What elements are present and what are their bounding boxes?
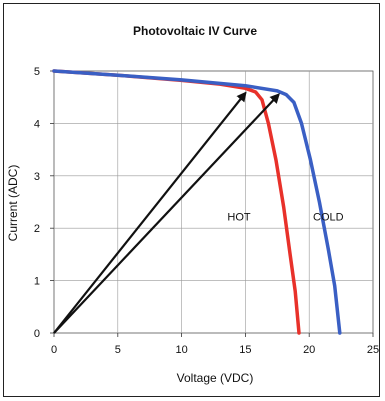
x-axis-label: Voltage (VDC) (177, 371, 254, 385)
y-tick-label: 5 (34, 66, 40, 78)
arrow-layer (53, 91, 280, 334)
x-tick-label: 0 (51, 344, 57, 356)
series-label-hot: HOT (227, 211, 251, 223)
x-tick-label: 20 (303, 344, 315, 356)
x-tick-label: 10 (175, 344, 187, 356)
y-tick-label: 2 (34, 223, 40, 235)
series-label-cold: COLD (313, 211, 344, 223)
y-tick-label: 0 (34, 328, 40, 340)
plot-area-frame (53, 70, 374, 334)
y-tick-label: 4 (34, 118, 40, 130)
chart-title: Photovoltaic IV Curve (133, 24, 257, 38)
y-axis-label: Current (ADC) (6, 165, 20, 242)
max-power-arrow (53, 93, 280, 334)
x-tick-label: 15 (239, 344, 251, 356)
axis-layer: 0 5 10 15 20 25 0 1 2 3 4 5 (34, 66, 379, 356)
figure-frame (3, 3, 380, 397)
x-tick-label: 25 (367, 344, 379, 356)
y-tick-label: 1 (34, 276, 40, 288)
label-layer: HOT COLD (227, 211, 343, 223)
y-tick-label: 3 (34, 171, 40, 183)
series-layer (52, 69, 342, 335)
series-line-cold (52, 69, 342, 335)
max-power-arrow (53, 91, 247, 334)
grid-layer (53, 70, 374, 334)
x-tick-label: 5 (115, 344, 121, 356)
